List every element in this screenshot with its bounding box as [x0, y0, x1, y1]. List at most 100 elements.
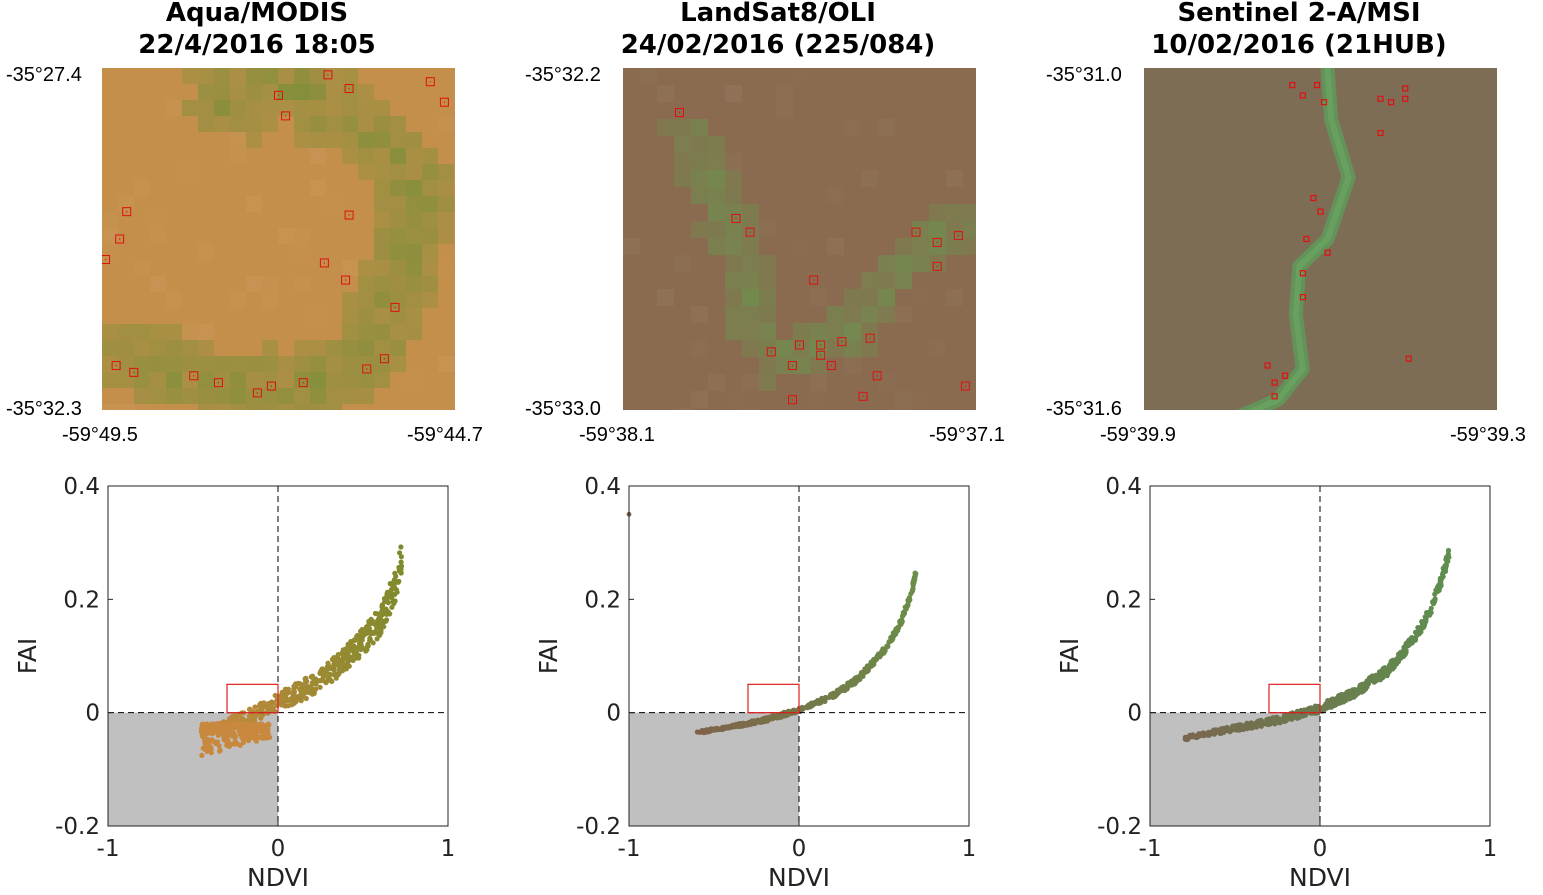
data-point	[396, 568, 402, 574]
detection-marker	[298, 378, 308, 388]
map-pixel	[895, 272, 912, 289]
lat-bottom-label: -35°31.6	[1046, 398, 1122, 420]
map-pixel	[246, 196, 262, 212]
data-point	[1355, 690, 1361, 696]
data-point	[865, 664, 871, 670]
detection-marker	[281, 111, 291, 121]
detection-marker-dot	[284, 115, 287, 117]
map-pixel	[422, 292, 438, 308]
data-point	[381, 619, 387, 625]
map-pixel	[326, 196, 342, 212]
data-point	[246, 738, 252, 744]
map-pixel	[182, 164, 198, 180]
lat-top-label: -35°32.2	[525, 64, 601, 86]
map-pixel	[827, 306, 844, 323]
detection-marker-dot	[820, 354, 822, 356]
map-pixel	[294, 132, 310, 148]
map-pixel	[294, 404, 310, 410]
map-pixel	[725, 204, 742, 221]
map-pixel	[895, 408, 912, 410]
map-pixel	[182, 324, 198, 340]
map-pixel	[326, 372, 342, 388]
detection-marker	[865, 333, 875, 343]
map-pixel	[166, 100, 182, 116]
data-point	[1321, 706, 1328, 712]
data-point	[1432, 598, 1438, 604]
map-pixel	[294, 340, 310, 356]
map-pixel	[342, 324, 358, 340]
data-point	[335, 671, 341, 678]
map-pixel	[342, 68, 358, 84]
threshold-box	[226, 683, 279, 714]
data-point	[258, 735, 264, 741]
data-point	[365, 641, 371, 647]
data-point	[1336, 700, 1342, 706]
map-pixel	[844, 340, 861, 357]
detection-marker	[745, 227, 755, 237]
map-pixel	[742, 306, 759, 323]
detection-marker-dot	[133, 371, 135, 373]
data-point	[264, 723, 270, 729]
map-pixel	[406, 372, 422, 388]
data-point	[1436, 582, 1442, 588]
map-pixel	[118, 372, 134, 388]
map-pixel	[438, 260, 454, 276]
map-pixel	[810, 391, 827, 408]
lon-right-label: -59°39.3	[1450, 424, 1526, 446]
data-point	[201, 730, 207, 737]
map-pixel	[278, 68, 294, 84]
data-point	[858, 674, 864, 680]
detection-marker-dot	[119, 238, 121, 240]
map-pixel	[390, 228, 406, 244]
data-point	[893, 630, 899, 637]
detection-marker	[1271, 393, 1278, 400]
map-pixel	[262, 116, 278, 132]
map-pixel	[406, 164, 422, 180]
map-pixel	[742, 289, 759, 306]
map-pixel	[214, 68, 230, 84]
map-pixel	[102, 372, 118, 388]
satellite-map	[1144, 68, 1497, 410]
detection-marker-dot	[323, 262, 325, 264]
x-tick-label: 1	[1483, 836, 1498, 862]
map-pixel	[310, 308, 326, 324]
map-pixel	[230, 84, 246, 100]
map-pixel	[438, 356, 454, 372]
map-pixel	[246, 388, 262, 404]
detection-marker	[1303, 235, 1310, 243]
map-pixel	[278, 372, 294, 388]
map-pixel	[406, 308, 422, 324]
data-point	[1205, 729, 1212, 735]
detection-marker-dot	[217, 382, 220, 384]
map-pixel	[759, 255, 776, 272]
map-pixel	[182, 68, 198, 84]
data-point	[252, 704, 258, 710]
threshold-box	[747, 683, 800, 714]
detection-marker	[858, 391, 868, 401]
data-point	[379, 608, 385, 614]
detection-marker-dot	[277, 94, 280, 96]
detection-marker	[1320, 99, 1328, 106]
data-point	[272, 692, 278, 699]
map-pixel	[310, 116, 326, 132]
map-pixel	[374, 340, 390, 356]
map-pixel	[929, 221, 946, 238]
data-point	[398, 544, 404, 550]
map-pixel	[390, 244, 406, 260]
threshold-box	[1268, 683, 1321, 714]
map-pixel	[198, 100, 214, 116]
map-pixel	[725, 153, 742, 170]
detection-marker-dot	[876, 375, 878, 377]
data-point	[889, 637, 895, 643]
data-point	[390, 599, 396, 605]
data-point	[354, 655, 360, 661]
data-point	[713, 726, 719, 732]
map-pixel	[657, 85, 674, 102]
map-pixel	[776, 85, 793, 102]
river-core	[1247, 68, 1352, 410]
map-pixel	[230, 404, 246, 410]
map-pixel	[342, 388, 358, 404]
data-point	[300, 682, 306, 688]
data-point	[347, 657, 353, 663]
data-point	[256, 703, 262, 709]
